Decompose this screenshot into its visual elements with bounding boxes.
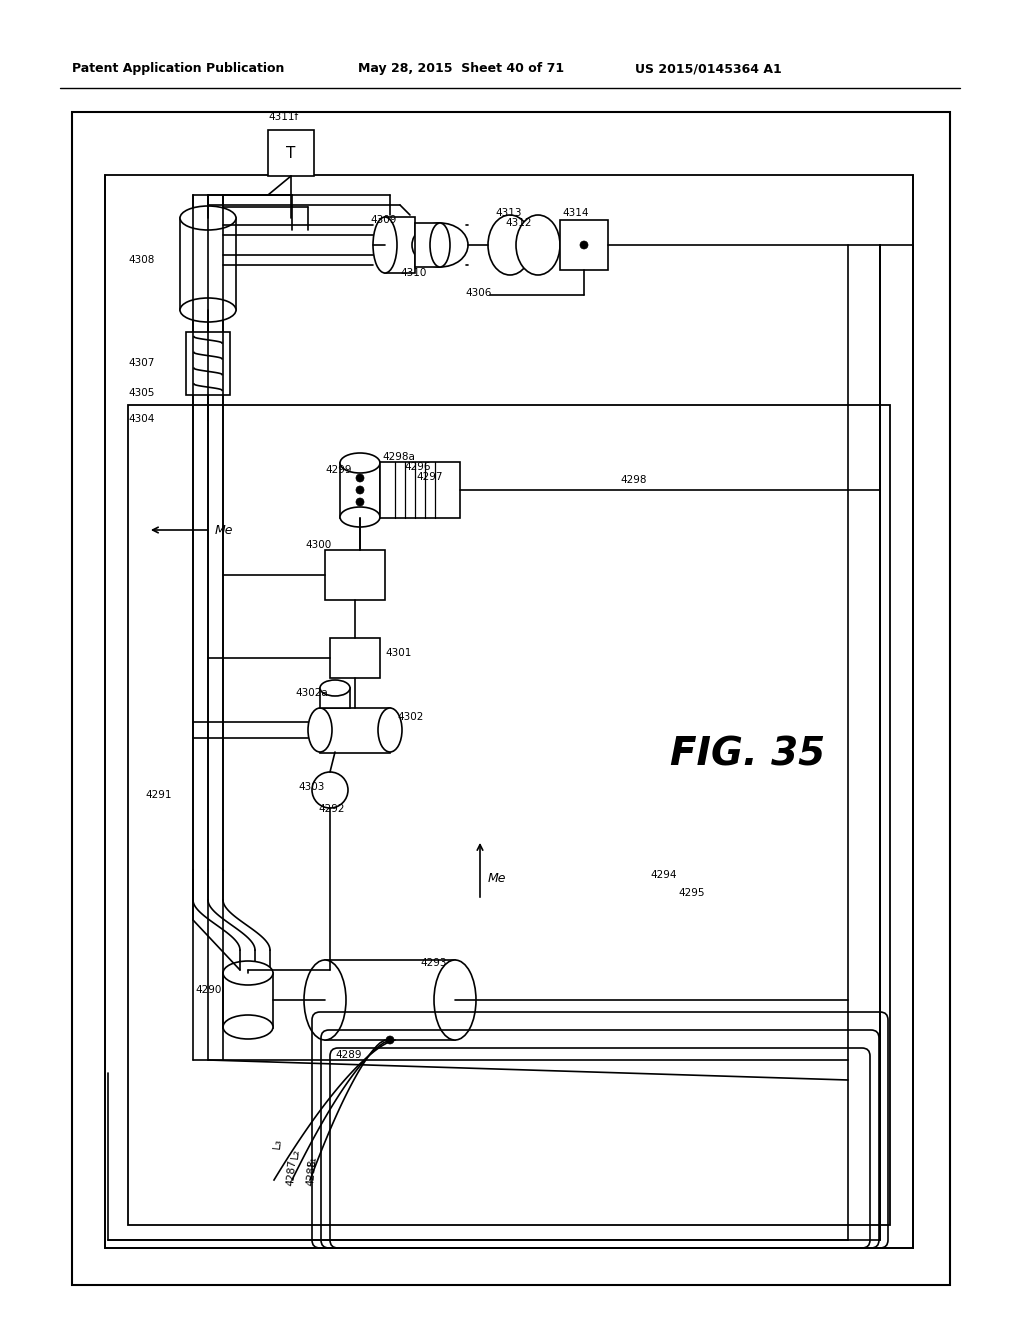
Text: L₂: L₂ [290,1147,301,1159]
Text: 4304: 4304 [129,414,155,424]
Ellipse shape [223,961,273,985]
Bar [325,550,385,601]
Bar [330,638,380,678]
Ellipse shape [430,223,450,267]
Circle shape [580,242,588,249]
Ellipse shape [304,960,346,1040]
Ellipse shape [180,298,236,322]
Text: 4292: 4292 [318,804,344,814]
Text: 4308: 4308 [129,255,155,265]
Text: 4311f: 4311f [268,112,298,121]
Bar [340,463,380,517]
Circle shape [386,1036,394,1044]
Bar [223,973,273,1028]
Ellipse shape [180,206,236,230]
Text: FIG. 35: FIG. 35 [670,735,825,774]
Text: 4293: 4293 [420,958,446,968]
Text: T: T [287,145,296,161]
Circle shape [356,474,364,482]
Bar [72,112,950,1284]
Ellipse shape [434,960,476,1040]
Circle shape [356,486,364,494]
Bar [186,333,230,395]
Text: 4288: 4288 [305,1159,317,1185]
Bar [128,405,890,1225]
Ellipse shape [340,453,380,473]
Ellipse shape [223,1015,273,1039]
Ellipse shape [378,708,402,752]
Text: L₃: L₃ [272,1137,283,1148]
Text: 4289: 4289 [335,1049,361,1060]
Text: 4306: 4306 [465,288,492,298]
Text: 4295: 4295 [678,888,705,898]
Bar [385,216,415,273]
Bar [268,129,314,176]
Text: 4297: 4297 [416,473,442,482]
Text: 4290: 4290 [195,985,221,995]
Bar [380,462,460,517]
Text: US 2015/0145364 A1: US 2015/0145364 A1 [635,62,781,75]
Bar [105,176,913,1247]
Text: 4300: 4300 [305,540,331,550]
Text: 4299: 4299 [325,465,351,475]
Ellipse shape [373,216,397,273]
Text: 4301: 4301 [385,648,412,657]
Text: 4303: 4303 [298,781,325,792]
Ellipse shape [412,223,468,267]
Bar [319,708,390,752]
Text: May 28, 2015  Sheet 40 of 71: May 28, 2015 Sheet 40 of 71 [358,62,564,75]
Text: Patent Application Publication: Patent Application Publication [72,62,285,75]
Bar [180,218,236,310]
Text: 4307: 4307 [129,358,155,368]
Text: L₁: L₁ [307,1154,317,1166]
Text: 4310: 4310 [400,268,426,279]
Text: 4287: 4287 [285,1159,297,1185]
Text: 4312: 4312 [505,218,531,228]
Text: 4294: 4294 [650,870,677,880]
Bar [319,688,350,708]
Text: 4296: 4296 [404,462,430,473]
Text: 4305: 4305 [129,388,155,399]
Ellipse shape [340,507,380,527]
Ellipse shape [488,215,532,275]
Circle shape [356,498,364,506]
Text: 4291: 4291 [145,789,171,800]
Text: Me: Me [215,524,233,536]
Bar [415,223,440,267]
Text: 4302a: 4302a [295,688,328,698]
Ellipse shape [308,708,332,752]
Text: 4314: 4314 [562,209,589,218]
Ellipse shape [516,215,560,275]
Circle shape [312,772,348,808]
Text: 4298a: 4298a [382,451,415,462]
Ellipse shape [319,680,350,696]
Text: 4298: 4298 [620,475,646,484]
Bar [560,220,608,271]
Text: Me: Me [488,873,507,884]
Text: 4313: 4313 [495,209,521,218]
Bar [325,960,455,1040]
Text: 4302: 4302 [397,711,423,722]
Text: 4309: 4309 [370,215,396,224]
